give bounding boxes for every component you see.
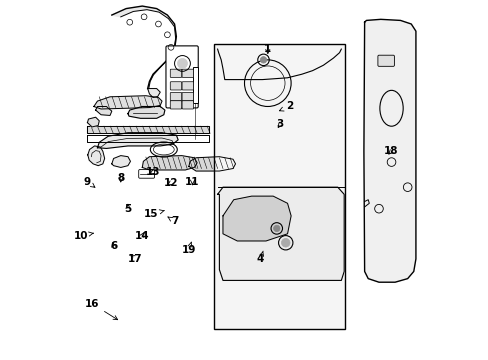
Polygon shape [147, 89, 160, 98]
Polygon shape [188, 157, 235, 171]
Polygon shape [94, 96, 162, 109]
Circle shape [177, 58, 187, 68]
FancyBboxPatch shape [182, 82, 193, 90]
Text: 9: 9 [84, 177, 95, 187]
FancyBboxPatch shape [165, 46, 198, 108]
Circle shape [260, 57, 266, 63]
FancyBboxPatch shape [182, 93, 193, 101]
Bar [214, 44, 344, 329]
Polygon shape [128, 107, 164, 118]
Polygon shape [87, 126, 209, 134]
Polygon shape [217, 187, 344, 280]
Circle shape [281, 238, 289, 247]
Text: 2: 2 [279, 102, 292, 112]
Polygon shape [88, 146, 104, 166]
Polygon shape [112, 6, 176, 89]
Text: 10: 10 [73, 231, 93, 240]
Polygon shape [112, 156, 130, 167]
Text: 19: 19 [182, 242, 196, 255]
FancyBboxPatch shape [139, 170, 154, 178]
Text: 5: 5 [124, 204, 131, 214]
Text: 12: 12 [163, 178, 178, 188]
Text: 7: 7 [167, 216, 178, 226]
Polygon shape [223, 196, 290, 241]
FancyBboxPatch shape [192, 67, 198, 103]
Circle shape [273, 225, 280, 231]
Polygon shape [87, 117, 99, 127]
Polygon shape [142, 156, 197, 170]
Text: 11: 11 [185, 177, 199, 187]
Polygon shape [363, 19, 415, 282]
Text: 17: 17 [127, 254, 142, 264]
Polygon shape [96, 107, 112, 116]
FancyBboxPatch shape [170, 93, 182, 101]
Text: 8: 8 [117, 173, 124, 183]
Text: 6: 6 [110, 241, 117, 251]
Text: 13: 13 [145, 167, 160, 177]
FancyBboxPatch shape [377, 55, 394, 66]
Text: 16: 16 [84, 299, 118, 320]
Text: 4: 4 [256, 251, 264, 264]
Text: 1: 1 [264, 44, 271, 54]
FancyBboxPatch shape [170, 82, 182, 90]
FancyBboxPatch shape [182, 101, 193, 109]
FancyBboxPatch shape [182, 69, 193, 77]
Text: 15: 15 [144, 209, 164, 219]
FancyBboxPatch shape [170, 69, 182, 77]
FancyBboxPatch shape [170, 101, 182, 109]
Polygon shape [97, 133, 178, 148]
Text: 14: 14 [135, 231, 149, 240]
Text: 18: 18 [384, 146, 398, 156]
Polygon shape [87, 135, 209, 142]
Text: 3: 3 [276, 120, 284, 129]
